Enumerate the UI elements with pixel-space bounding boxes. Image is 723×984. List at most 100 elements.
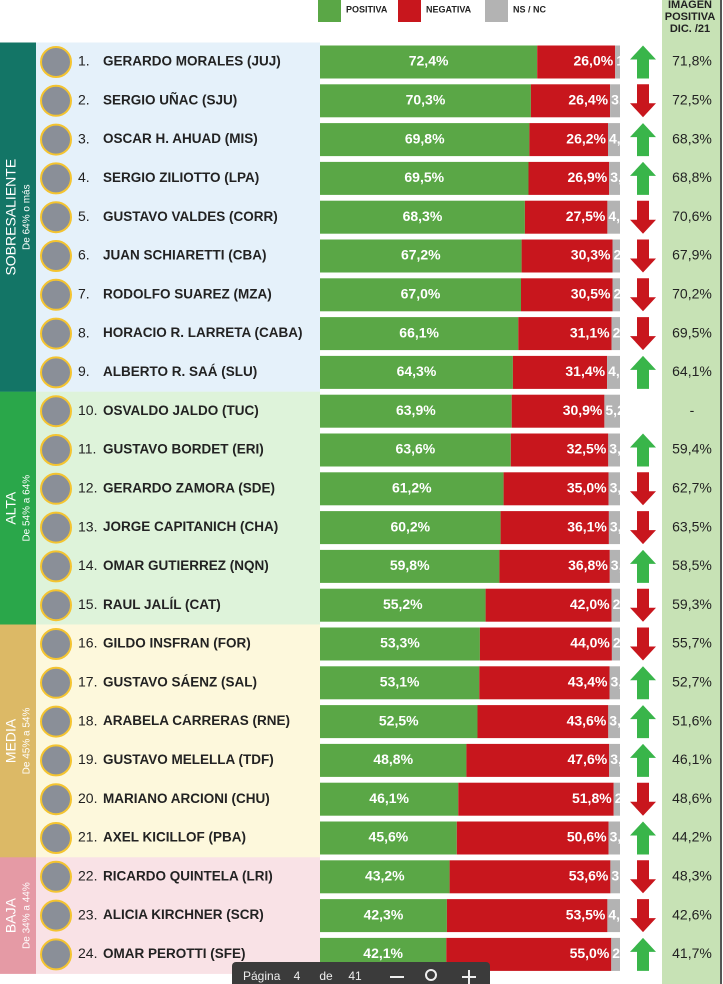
name: RAUL JALÍL (CAT): [103, 597, 221, 612]
group-range: De 64% o más: [22, 184, 33, 250]
trend-up: [630, 123, 656, 157]
rank: 17.: [78, 674, 97, 690]
bar-segment: [320, 161, 529, 195]
nsnc-label: 5,2: [605, 402, 625, 418]
nsnc-label: 2,5: [614, 247, 634, 263]
bar-segment: [608, 123, 620, 157]
positive-label: 67,2%: [401, 247, 441, 263]
avatar: [40, 395, 72, 428]
name: SERGIO ZILIOTTO (LPA): [103, 170, 259, 185]
rank: 9.: [78, 363, 90, 379]
negative-label: 26,0%: [573, 53, 613, 69]
bar-segment: [521, 239, 613, 273]
bar-segment: [320, 278, 521, 312]
name: GUSTAVO MELELLA (TDF): [103, 752, 274, 767]
avatar: [40, 938, 72, 971]
bar-segment: [611, 627, 620, 661]
bar-segment: [607, 200, 620, 234]
bar-segment: [320, 394, 512, 428]
nsnc-label: 4,2: [608, 208, 628, 224]
legend-label: POSITIVA: [346, 4, 388, 14]
bar-segment: [511, 394, 605, 428]
name: GERARDO MORALES (JUJ): [103, 54, 281, 69]
avatar: [40, 589, 72, 622]
prev-value: 48,3%: [672, 868, 712, 884]
nsnc-label: 3,5: [611, 674, 631, 690]
positive-label: 43,2%: [365, 868, 405, 884]
avatar: [40, 822, 72, 854]
trend-up: [630, 549, 656, 583]
bar-segment: [512, 355, 608, 389]
rank: 6.: [78, 247, 90, 263]
legend-label: NS / NC: [513, 4, 547, 14]
avatar: [40, 511, 72, 544]
bar-segment: [530, 84, 611, 118]
avatar: [40, 278, 72, 311]
avatar: [40, 123, 72, 156]
positive-label: 55,2%: [383, 596, 423, 612]
avatar: [40, 240, 72, 272]
prev-value: -: [690, 402, 695, 418]
positive-label: 68,3%: [403, 208, 443, 224]
bar-segment: [510, 433, 609, 467]
bar-segment: [320, 433, 511, 467]
prev-value: 70,6%: [672, 208, 712, 224]
rank: 5.: [78, 208, 90, 224]
trend-down: [630, 278, 656, 312]
nsnc-label: 2,7: [613, 635, 633, 651]
zoom-in[interactable]: [462, 970, 476, 984]
name: RICARDO QUINTELA (LRI): [103, 868, 273, 883]
bar-segment: [528, 161, 610, 195]
prev-value: 64,1%: [672, 363, 712, 379]
positive-label: 64,3%: [397, 363, 437, 379]
avatar: [40, 46, 72, 78]
bar-segment: [537, 45, 616, 79]
bar-segment: [477, 705, 609, 739]
name: ARABELA CARRERAS (RNE): [103, 713, 290, 728]
bar-segment: [479, 627, 612, 661]
bar-segment: [611, 937, 620, 971]
nsnc-label: 1,6: [616, 53, 636, 69]
bar-segment: [529, 123, 608, 157]
negative-label: 43,6%: [567, 712, 607, 728]
bar-segment: [499, 549, 610, 583]
group-range: De 34% a 44%: [22, 882, 33, 949]
bar-segment: [320, 472, 504, 506]
negative-label: 50,6%: [567, 829, 607, 845]
name: AXEL KICILLOF (PBA): [103, 830, 246, 845]
trend-up: [630, 355, 656, 389]
bar-segment: [320, 782, 459, 816]
trend-down: [630, 511, 656, 545]
rank: 16.: [78, 635, 97, 651]
zoom-icon[interactable]: [425, 969, 437, 981]
avatar: [40, 356, 72, 389]
prev-header: DIC. /21: [670, 23, 710, 35]
group-row-bg: [36, 391, 320, 625]
rank: 1.: [78, 53, 90, 69]
name: GERARDO ZAMORA (SDE): [103, 480, 275, 495]
avatar: [40, 899, 72, 932]
negative-label: 27,5%: [566, 208, 606, 224]
page-number[interactable]: 4: [294, 969, 301, 983]
bar-segment: [521, 278, 613, 312]
avatar: [40, 201, 72, 234]
nsnc-label: 3,4: [611, 557, 631, 573]
bar-segment: [503, 472, 609, 506]
name: HORACIO R. LARRETA (CABA): [103, 325, 302, 340]
bar-segment: [320, 511, 501, 545]
positive-label: 46,1%: [369, 790, 409, 806]
bar-segment: [320, 239, 522, 273]
prev-value: 69,5%: [672, 324, 712, 340]
bar-segment: [611, 588, 620, 622]
prev-value: 67,9%: [672, 247, 712, 263]
avatar: [40, 434, 72, 466]
positive-label: 67,0%: [401, 286, 441, 302]
group-row-bg: [36, 624, 320, 858]
bar-segment: [607, 355, 620, 389]
bar-segment: [608, 821, 620, 855]
legend-swatch: [318, 0, 341, 22]
group-name: MEDIA: [3, 718, 19, 763]
name: SERGIO UÑAC (SJU): [103, 92, 237, 107]
rank: 22.: [78, 868, 97, 884]
bar-segment: [320, 317, 519, 351]
